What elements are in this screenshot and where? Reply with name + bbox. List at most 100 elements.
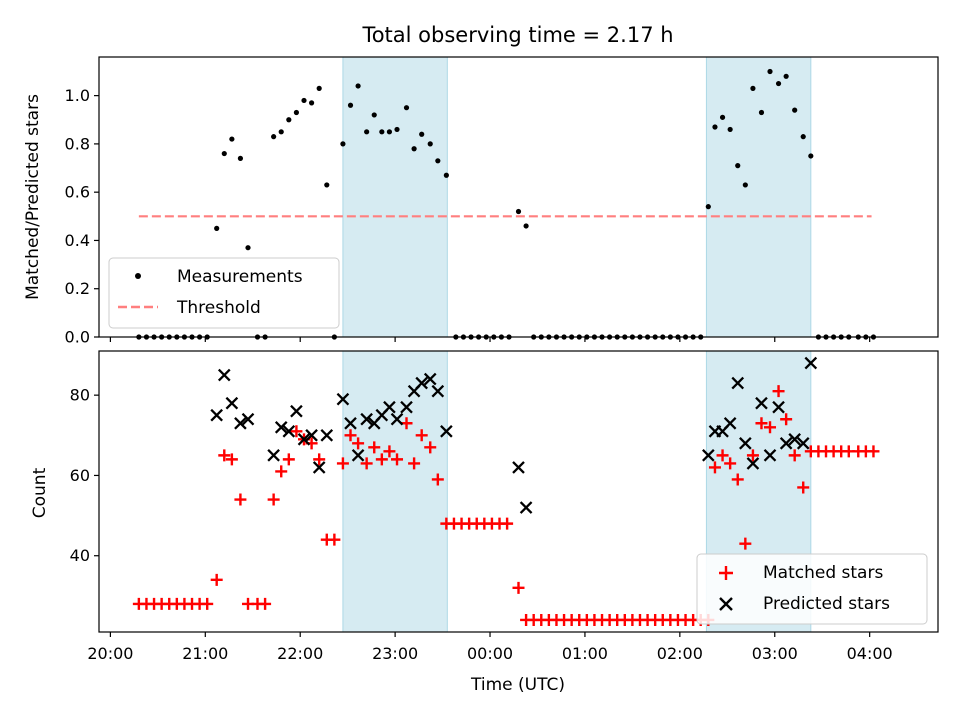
bottom-predicted-stars-point <box>763 449 777 462</box>
bottom-matched-stars-point <box>724 457 737 470</box>
bottom-predicted-stars-point <box>415 376 429 390</box>
bottom-predicted-stars-point <box>210 408 224 422</box>
top-measurements-point <box>237 155 244 161</box>
bottom-predicted-stars-point <box>312 461 326 474</box>
bottom-matched-stars-point <box>764 421 777 434</box>
bottom-matched-stars-point <box>772 385 785 398</box>
top-measurements-point <box>386 129 393 135</box>
bottom-predicted-stars-point <box>723 416 737 430</box>
top-measurements-point <box>808 153 814 159</box>
bottom-matched-stars-point <box>408 457 421 470</box>
bottom-legend: Matched stars Predicted stars <box>696 553 928 625</box>
x-tick-label: 03:00 <box>752 644 798 663</box>
top-measurements-point <box>293 109 300 116</box>
bottom-predicted-stars-point <box>225 396 239 410</box>
top-chart-title: Total observing time = 2.17 h <box>361 23 673 47</box>
bottom-legend-box <box>696 553 928 625</box>
top-measurements-point <box>742 182 748 188</box>
top-y-axis-label: Matched/Predicted stars <box>23 94 43 300</box>
top-y-tick-label: 0.8 <box>65 134 90 153</box>
top-measurements-point <box>411 146 417 152</box>
top-measurements-point <box>271 134 277 140</box>
top-measurements-point <box>340 141 346 147</box>
x-tick-label: 04:00 <box>847 644 893 663</box>
bottom-predicted-stars-point <box>234 416 247 430</box>
top-measurements-point <box>758 109 765 116</box>
legend-predicted-label: Predicted stars <box>763 594 890 614</box>
bottom-matched-stars-point <box>755 417 768 430</box>
bottom-matched-stars-point <box>313 453 326 466</box>
top-measurements-point <box>286 117 292 123</box>
top-measurements-point <box>783 73 789 79</box>
bottom-predicted-stars-point <box>440 424 453 438</box>
bottom-predicted-stars-point <box>336 392 350 406</box>
top-measurements-point <box>435 158 441 164</box>
bottom-matched-stars-point <box>368 441 381 454</box>
bottom-predicted-stars-point <box>431 384 445 398</box>
bottom-predicted-stars-point <box>290 404 303 418</box>
top-legend: Measurements Threshold <box>108 257 340 329</box>
top-measurements-point <box>278 129 284 135</box>
bottom-predicted-stars-point <box>772 400 785 414</box>
bottom-shaded-interval <box>342 350 448 633</box>
bottom-predicted-stars-point <box>360 412 373 426</box>
top-measurements-point <box>750 85 756 91</box>
top-measurements-point <box>379 129 385 135</box>
x-axis-label: Time (UTC) <box>470 675 565 695</box>
bottom-predicted-stars-point <box>755 396 768 410</box>
bottom-predicted-stars-point <box>788 433 802 446</box>
bottom-matched-stars-point <box>501 517 514 530</box>
top-legend-box <box>108 257 340 329</box>
bottom-matched-stars-point <box>225 453 238 466</box>
top-measurements-point <box>229 136 235 142</box>
bottom-matched-stars-point <box>375 453 388 466</box>
x-tick-label: 02:00 <box>657 644 703 663</box>
x-tick-label: 22:00 <box>277 644 323 663</box>
bottom-matched-stars-point <box>234 493 247 506</box>
top-measurements-point <box>727 126 733 133</box>
bottom-predicted-stars-point <box>267 449 280 462</box>
bottom-predicted-stars-point <box>320 428 334 442</box>
top-measurements-point <box>355 83 361 89</box>
bottom-predicted-stars-point <box>241 412 255 426</box>
bottom-matched-stars-point <box>352 437 365 450</box>
bottom-matched-stars-point <box>360 457 373 470</box>
top-measurements-point <box>419 131 425 137</box>
bottom-predicted-stars-point <box>739 437 752 450</box>
top-measurements-point <box>719 114 726 120</box>
bottom-matched-stars-point <box>328 533 341 546</box>
bottom-matched-stars-point <box>336 457 349 470</box>
bottom-predicted-stars-point <box>383 400 396 414</box>
bottom-y-tick-label: 80 <box>70 386 90 405</box>
bottom-matched-stars-point <box>780 413 793 426</box>
bottom-predicted-stars-point <box>282 424 296 438</box>
top-measurements-point <box>403 105 410 111</box>
legend-measurements-label: Measurements <box>177 267 303 287</box>
top-measurements-point <box>214 225 220 231</box>
top-measurements-point <box>371 112 377 118</box>
bottom-matched-stars-point <box>201 597 214 610</box>
top-measurements-point <box>245 245 251 251</box>
bottom-matched-stars-point <box>788 449 801 462</box>
bottom-predicted-stars-point <box>779 437 793 450</box>
bottom-predicted-stars-point <box>519 501 533 514</box>
bottom-predicted-stars-point <box>423 372 437 386</box>
bottom-y-tick-label: 40 <box>70 546 90 565</box>
bottom-matched-stars-point <box>344 429 357 442</box>
bottom-predicted-stars-point <box>731 376 745 390</box>
top-shaded-interval <box>705 56 812 338</box>
bottom-matched-stars-point <box>218 449 231 462</box>
bottom-predicted-stars-point <box>344 416 357 430</box>
bottom-predicted-stars-point <box>390 412 404 426</box>
top-measurements-point <box>523 223 529 229</box>
top-y-tick-label: 0.4 <box>65 231 90 250</box>
bottom-matched-stars-point <box>210 573 223 586</box>
bottom-matched-stars-point <box>708 461 721 474</box>
bottom-matched-stars-point <box>739 537 752 550</box>
x-tick-label: 21:00 <box>182 644 228 663</box>
top-measurements-point <box>515 208 522 215</box>
top-measurements-point <box>316 85 322 91</box>
bottom-matched-stars-point <box>290 425 303 438</box>
top-measurements-point <box>221 150 227 157</box>
legend-measurements-marker <box>135 273 141 279</box>
